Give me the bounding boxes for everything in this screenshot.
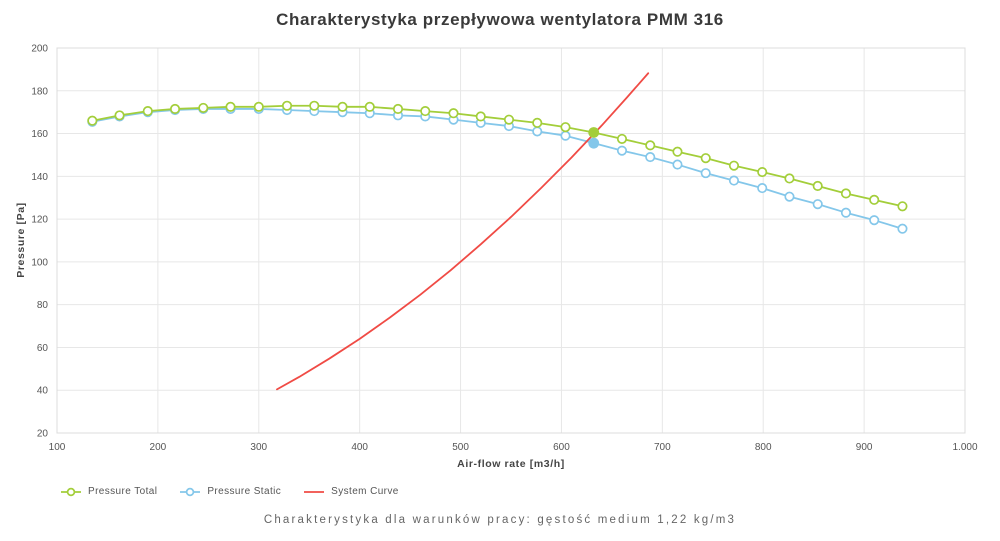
pressure-total-marker (114, 110, 125, 121)
pressure-total-marker (337, 101, 348, 112)
x-tick-label: 200 (150, 442, 167, 453)
pressure-static-line (91, 108, 904, 230)
pressure-static-marker (728, 175, 740, 186)
pressure-total-marker (475, 111, 486, 122)
plot-border (56, 47, 966, 434)
pressure-total-marker (645, 140, 656, 151)
legend-label-system-curve: System Curve (331, 486, 399, 497)
y-tick-label: 60 (37, 343, 49, 354)
pressure-static-marker (869, 215, 880, 226)
pressure-total-marker (728, 160, 740, 171)
chart-subtitle: Charakterystyka dla warunków pracy: gęst… (263, 514, 737, 526)
pressure-total-marker (87, 115, 98, 126)
y-tick-label: 20 (37, 429, 49, 440)
pressure-total-marker (392, 103, 404, 115)
pressure-total-marker (448, 108, 459, 119)
legend-item-pressure-total[interactable]: Pressure Total (60, 486, 157, 497)
pressure-total-marker (503, 114, 515, 125)
y-axis-label: Pressure [Pa] (15, 202, 27, 278)
y-tick-label: 160 (31, 129, 48, 140)
pressure-total-marker (309, 100, 320, 111)
pressure-static-marker (700, 168, 711, 179)
operating-point-pressure-total (588, 127, 600, 138)
pressure-total-marker-icon (61, 487, 81, 496)
y-tick-label: 120 (31, 215, 48, 226)
y-tick-label: 100 (31, 257, 48, 268)
pressure-total-line (91, 104, 904, 208)
y-tick-label: 180 (31, 86, 48, 97)
pressure-total-marker (560, 122, 571, 133)
legend-label-pressure-static: Pressure Static (207, 486, 282, 497)
pressure-total-marker (869, 194, 880, 205)
system-curve-marker-icon (304, 490, 325, 493)
pressure-total-marker (142, 106, 153, 117)
pressure-static-marker (560, 130, 571, 141)
pressure-total-marker (784, 173, 795, 184)
x-tick-label: 1.000 (952, 442, 977, 453)
pressure-static-marker (672, 159, 683, 170)
pressure-total-marker (532, 117, 543, 128)
pressure-static-marker (616, 145, 628, 156)
pressure-total-marker (364, 101, 375, 112)
x-tick-label: 800 (755, 442, 772, 453)
pressure-static-marker-icon (180, 487, 201, 496)
y-tick-label: 40 (37, 386, 49, 397)
x-tick-label: 400 (351, 442, 368, 453)
x-tick-label: 600 (553, 442, 570, 453)
y-tick-label: 80 (37, 300, 49, 311)
plot-area: 100 200 300 400 500 600 700 800 900 1.000 20 40 60 80… (15, 44, 978, 471)
pressure-static-marker (840, 207, 852, 218)
pressure-total-marker (700, 153, 711, 164)
pressure-total-marker (169, 103, 181, 115)
pressure-total-marker (672, 146, 683, 157)
pressure-total-marker (757, 167, 768, 178)
pressure-static-marker (812, 199, 823, 210)
pressure-static-marker (784, 191, 795, 202)
y-tick-label: 140 (31, 172, 48, 183)
x-tick-label: 500 (452, 442, 469, 453)
pressure-total-marker (253, 101, 264, 112)
pressure-total-marker (198, 102, 209, 113)
chart-title: Charakterystyka przepływowa wentylatora … (276, 10, 724, 29)
x-tick-label: 100 (49, 442, 66, 453)
ticks-layer: 100 200 300 400 500 600 700 800 900 1.000 20 40 60 80… (31, 44, 978, 454)
x-tick-label: 700 (654, 442, 671, 453)
pressure-total-marker (420, 106, 431, 117)
x-tick-label: 900 (856, 442, 873, 453)
series-layer (87, 72, 908, 391)
y-tick-label: 200 (31, 44, 48, 55)
pressure-static-marker (645, 152, 656, 163)
x-axis-label: Air-flow rate [m3/h] (457, 458, 565, 470)
pressure-total-marker (897, 201, 908, 212)
pressure-static-marker (757, 183, 768, 194)
legend-label-pressure-total: Pressure Total (88, 486, 158, 497)
pressure-total-marker (225, 101, 236, 112)
grid-layer (56, 47, 966, 434)
x-tick-label: 300 (250, 442, 267, 453)
legend: Pressure Total Pressure Static System Cu… (60, 486, 399, 497)
legend-item-pressure-static[interactable]: Pressure Static (179, 486, 281, 497)
pressure-total-marker (281, 100, 293, 111)
pressure-total-marker (840, 188, 852, 199)
legend-item-system-curve[interactable]: System Curve (303, 486, 399, 497)
pressure-total-marker (812, 180, 823, 192)
operating-point-pressure-static (588, 137, 600, 149)
pressure-static-marker (532, 126, 543, 137)
pressure-static-marker (897, 223, 908, 234)
pressure-total-marker (616, 133, 628, 144)
